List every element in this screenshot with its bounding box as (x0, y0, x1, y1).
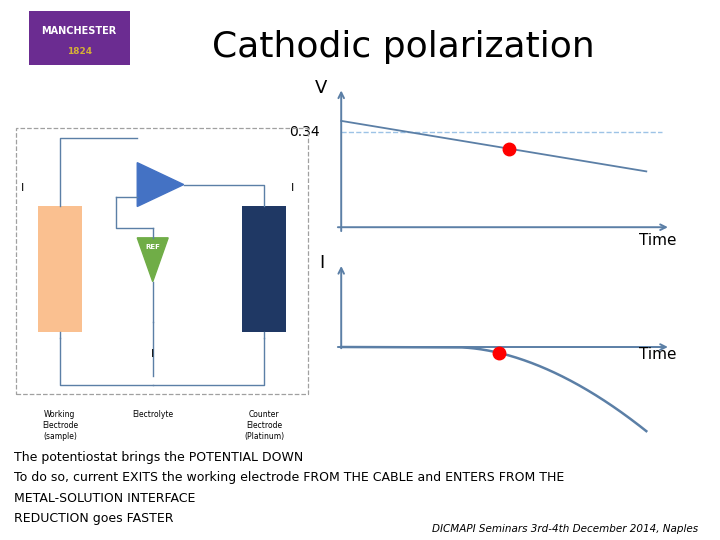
Text: Working
Electrode
(sample): Working Electrode (sample) (42, 410, 78, 441)
Text: I: I (319, 254, 324, 272)
Text: V: V (315, 79, 328, 97)
Polygon shape (138, 163, 184, 206)
Text: 0.34: 0.34 (289, 125, 320, 139)
Text: Counter
Electrode
(Platinum): Counter Electrode (Platinum) (244, 410, 284, 441)
Text: DICMAPI Seminars 3rd-4th December 2014, Naples: DICMAPI Seminars 3rd-4th December 2014, … (432, 523, 698, 534)
Text: MANCHESTER: MANCHESTER (42, 26, 117, 36)
Text: Electrolyte: Electrolyte (132, 410, 174, 419)
Text: REDUCTION goes FASTER: REDUCTION goes FASTER (14, 512, 174, 525)
Bar (243, 206, 286, 332)
Bar (38, 206, 81, 332)
Text: Cathodic polarization: Cathodic polarization (212, 30, 595, 64)
Text: The potentiostat brings the POTENTIAL DOWN: The potentiostat brings the POTENTIAL DO… (14, 451, 304, 464)
Text: METAL-SOLUTION INTERFACE: METAL-SOLUTION INTERFACE (14, 492, 196, 505)
Text: I: I (21, 183, 24, 193)
Text: I: I (151, 349, 154, 359)
Text: Time: Time (639, 348, 677, 362)
Text: To do so, current EXITS the working electrode FROM THE CABLE and ENTERS FROM THE: To do so, current EXITS the working elec… (14, 471, 564, 484)
Text: 1824: 1824 (67, 47, 91, 56)
Text: REF: REF (145, 244, 160, 250)
Bar (17, 128, 307, 394)
Text: Time: Time (639, 233, 677, 248)
Polygon shape (138, 238, 168, 282)
Text: I: I (290, 183, 294, 193)
